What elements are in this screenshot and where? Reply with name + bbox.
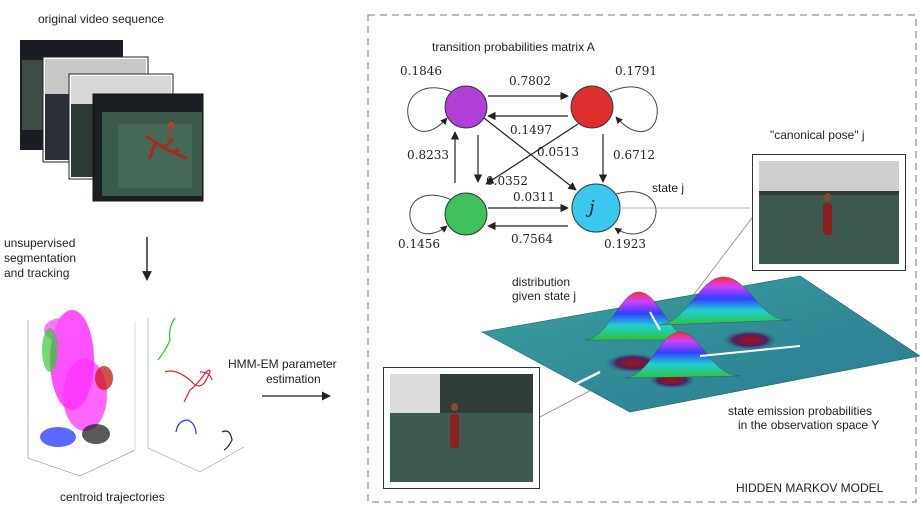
- canonical-pose-label: "canonical pose" j: [770, 128, 865, 142]
- scatter-plot: [27, 310, 136, 477]
- prob-red-self: 0.1791: [615, 64, 657, 78]
- emission-label-1: state emission probabilities: [728, 404, 873, 418]
- estimation-caption-2: estimation: [266, 372, 321, 386]
- state-graph: [407, 86, 750, 235]
- segmentation-caption-1: unsupervised: [4, 236, 76, 250]
- state-j: [571, 183, 621, 233]
- distribution-label-1: distribution: [512, 275, 571, 289]
- trajectories-caption: centroid trajectories: [60, 490, 165, 504]
- prob-j-self: 0.1923: [604, 237, 646, 251]
- canonical-pose-photo: [752, 154, 906, 271]
- gaussian-surface: [481, 275, 920, 413]
- arrow-purple-j: [483, 117, 577, 191]
- segmentation-caption-3: and tracking: [4, 266, 70, 280]
- self-loop-j: [609, 191, 657, 235]
- self-loop-purple: [407, 87, 453, 132]
- self-loop-green: [409, 194, 453, 235]
- prob-green-to-j: 0.0311: [513, 190, 555, 204]
- hmm-dashed-box: [367, 14, 917, 503]
- trajectory-plot: [147, 317, 245, 473]
- state-purple: [444, 85, 488, 129]
- model-label: HIDDEN MARKOV MODEL: [736, 481, 884, 495]
- prob-purple-to-green: 0.0352: [486, 174, 528, 188]
- state-j-label: state j: [652, 181, 685, 195]
- state-red: [570, 85, 614, 129]
- prob-green-self: 0.1456: [398, 237, 440, 251]
- distribution-label-2: given state j: [512, 289, 577, 303]
- self-loop-red: [609, 86, 658, 133]
- segmentation-caption-2: segmentation: [4, 251, 77, 265]
- state-green: [444, 192, 488, 236]
- prob-purple-self: 0.1846: [400, 64, 442, 78]
- matrix-title: transition probabilities matrix A: [432, 40, 595, 54]
- emission-label-2: in the observation space Y: [738, 418, 880, 432]
- prob-red-to-j: 0.0513: [537, 145, 579, 159]
- prob-green-to-purple: 0.8233: [407, 148, 449, 162]
- state-j-symbol: j: [589, 197, 595, 218]
- prob-j-to-green: 0.7564: [511, 232, 553, 246]
- prob-red-to-purple: 0.1497: [510, 123, 552, 137]
- estimation-caption-1: HMM-EM parameter: [228, 357, 337, 371]
- arrow-red-green: [485, 123, 579, 185]
- video-frames-stack: [20, 40, 204, 202]
- example-pose-photo: [383, 367, 540, 489]
- video-caption: original video sequence: [38, 12, 165, 26]
- prob-red-down-to-j: 0.6712: [613, 148, 655, 162]
- prob-purple-to-red: 0.7802: [509, 74, 551, 88]
